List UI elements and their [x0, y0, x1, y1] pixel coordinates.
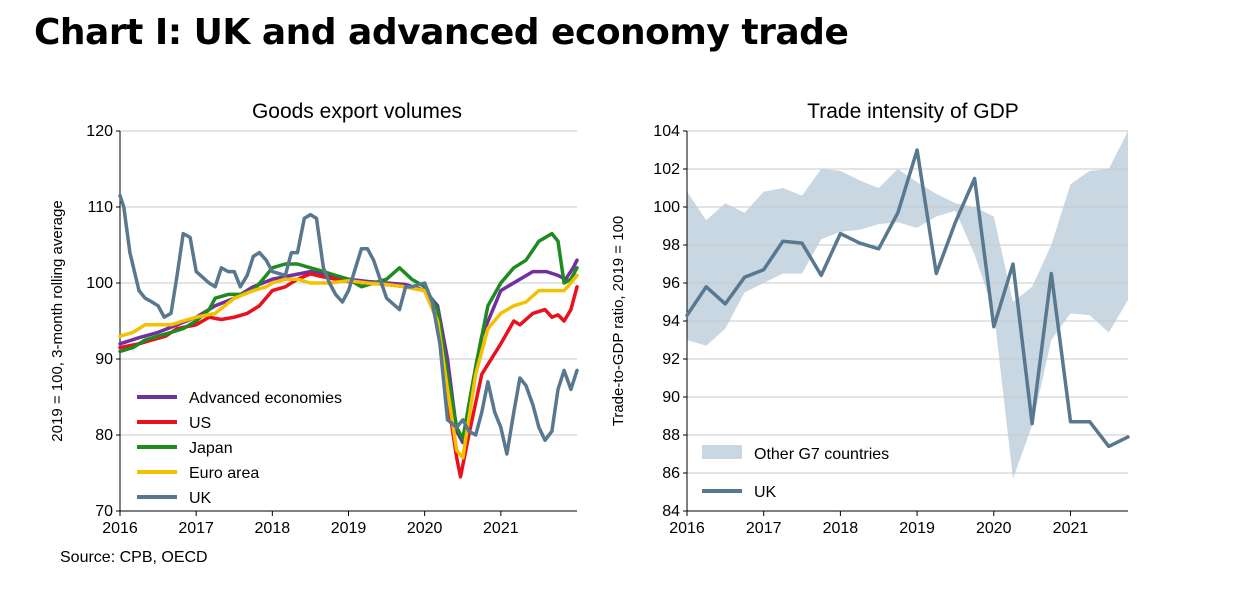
trade-y-tick-label: 86 [662, 465, 680, 482]
trade-x-tick-label: 2018 [823, 520, 859, 537]
goods-x-tick-label: 2017 [178, 520, 214, 537]
trade-x-tick-label: 2019 [899, 520, 935, 537]
goods-export-chart: 70 80 90 100 110 120 2016 2017 2018 2019 2020 2021 G… [49, 100, 579, 537]
goods-legend-label: Advanced economies [189, 390, 342, 407]
goods-y-tick-label: 120 [86, 123, 113, 140]
goods-legend-label: Euro area [189, 465, 259, 482]
goods-x-tick-label: 2016 [102, 520, 138, 537]
goods-series-japan [118, 231, 579, 441]
goods-y-tick-label: 70 [95, 503, 113, 520]
trade-legend-swatch [702, 445, 742, 459]
trade-y-tick-label: 100 [653, 199, 680, 216]
trade-y-axis-label: Trade-to-GDP ratio, 2019 = 100 [610, 216, 627, 427]
goods-series-advanced-economies [118, 258, 579, 445]
trade-series-uk [685, 148, 1130, 449]
trade-x-tick-label: 2016 [669, 520, 705, 537]
chart-title: Chart I: UK and advanced economy trade [34, 12, 849, 53]
goods-legend-label: Japan [189, 440, 233, 457]
g7-range-band [687, 131, 1128, 479]
goods-x-tick-label: 2020 [407, 520, 443, 537]
trade-x-tick-label: 2017 [746, 520, 782, 537]
trade-y-tick-label: 104 [653, 123, 680, 140]
goods-y-tick-label: 90 [95, 351, 113, 368]
goods-panel-title: Goods export volumes [252, 100, 462, 123]
goods-y-tick-label: 100 [86, 275, 113, 292]
trade-y-tick-label: 94 [662, 313, 680, 330]
trade-panel-title: Trade intensity of GDP [807, 100, 1019, 123]
trade-x-tick-label: 2021 [1053, 520, 1089, 537]
goods-y-tick-label: 110 [87, 199, 113, 216]
trade-y-tick-label: 92 [662, 351, 680, 368]
goods-x-tick-label: 2018 [255, 520, 291, 537]
source-note: Source: CPB, OECD [60, 549, 208, 566]
goods-legend-label: UK [189, 490, 212, 507]
goods-series-euro-area [118, 273, 579, 460]
trade-intensity-chart: 84 86 88 90 92 94 96 98 100 102 104 2016 2017 2018 201… [610, 100, 1130, 537]
goods-y-tick-label: 80 [95, 427, 113, 444]
goods-x-tick-label: 2019 [331, 520, 367, 537]
trade-y-tick-label: 98 [662, 237, 680, 254]
trade-y-tick-label: 84 [662, 503, 680, 520]
trade-legend-label: Other G7 countries [754, 446, 889, 463]
trade-x-tick-label: 2020 [976, 520, 1012, 537]
goods-series-uk [118, 193, 579, 456]
trade-y-tick-label: 88 [662, 427, 680, 444]
trade-y-tick-label: 90 [662, 389, 680, 406]
trade-y-tick-label: 102 [653, 161, 680, 178]
goods-legend-label: US [189, 415, 211, 432]
goods-y-axis-label: 2019 = 100, 3-month rolling average [49, 200, 66, 441]
goods-x-tick-label: 2021 [483, 520, 519, 537]
trade-legend-label: UK [754, 484, 777, 501]
trade-y-tick-label: 96 [662, 275, 680, 292]
